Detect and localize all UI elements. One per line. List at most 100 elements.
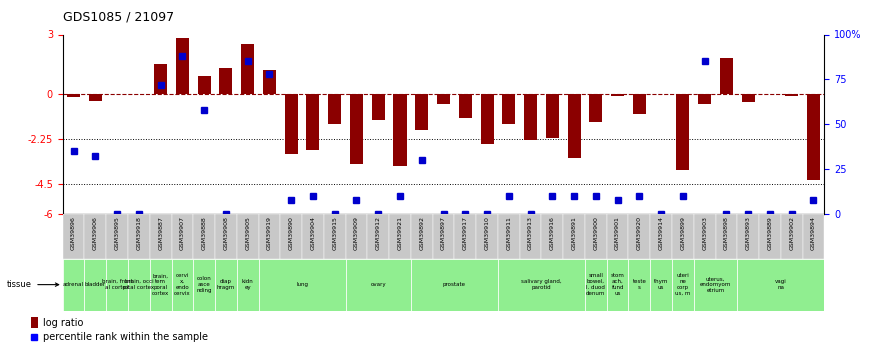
Text: GSM39907: GSM39907 [180, 216, 185, 250]
Bar [411, 259, 498, 310]
Bar [367, 214, 389, 259]
Text: GSM39890: GSM39890 [289, 216, 294, 250]
Bar [220, 68, 232, 94]
Text: GSM39918: GSM39918 [136, 216, 142, 250]
Bar [585, 259, 607, 310]
Text: GSM39898: GSM39898 [724, 216, 729, 250]
Bar [84, 259, 107, 310]
Bar [237, 259, 259, 310]
Bar [546, 94, 559, 138]
Bar [498, 214, 520, 259]
Bar [803, 214, 824, 259]
Text: teste
s: teste s [633, 279, 646, 290]
Bar [607, 259, 628, 310]
Bar [194, 259, 215, 310]
Text: GSM39899: GSM39899 [680, 216, 685, 250]
Bar [171, 214, 194, 259]
Text: GSM39915: GSM39915 [332, 216, 337, 250]
Text: uterus,
endomyom
etrium: uterus, endomyom etrium [700, 276, 731, 293]
Bar [150, 259, 171, 310]
Text: GSM39888: GSM39888 [202, 216, 207, 250]
Bar [694, 214, 716, 259]
Bar [567, 94, 581, 158]
Bar [198, 76, 211, 94]
Text: GSM39920: GSM39920 [637, 216, 642, 250]
Bar [498, 259, 585, 310]
Bar [67, 94, 80, 97]
Bar [716, 214, 737, 259]
Text: bladder: bladder [85, 282, 106, 287]
Bar [372, 94, 384, 120]
Bar [107, 214, 128, 259]
Text: GSM39902: GSM39902 [789, 216, 794, 250]
Text: GSM39895: GSM39895 [115, 216, 120, 250]
Bar [650, 214, 672, 259]
Text: GSM39901: GSM39901 [615, 216, 620, 250]
Text: cervi
x,
endo
cervix: cervi x, endo cervix [174, 274, 191, 296]
Text: GSM39893: GSM39893 [745, 216, 751, 250]
Bar [237, 214, 259, 259]
Bar [215, 214, 237, 259]
Text: GSM39896: GSM39896 [71, 216, 76, 250]
Bar [263, 70, 276, 94]
Bar [323, 214, 346, 259]
Bar [350, 94, 363, 164]
Text: GSM39908: GSM39908 [223, 216, 228, 250]
Text: GSM39912: GSM39912 [375, 216, 381, 250]
Bar [194, 214, 215, 259]
Text: tissue: tissue [7, 280, 59, 289]
Bar [393, 94, 407, 166]
Text: small
bowel,
l. duod
denum: small bowel, l. duod denum [586, 274, 606, 296]
Bar [154, 65, 168, 94]
Text: adrenal: adrenal [63, 282, 84, 287]
Text: GSM39911: GSM39911 [506, 216, 512, 250]
Bar [411, 214, 433, 259]
Bar [780, 214, 803, 259]
Text: GSM39892: GSM39892 [419, 216, 425, 250]
Text: vagi
na: vagi na [775, 279, 787, 290]
Bar [176, 39, 189, 94]
Text: diap
hragm: diap hragm [217, 279, 235, 290]
Bar [259, 214, 280, 259]
Bar [107, 259, 128, 310]
Text: GSM39897: GSM39897 [441, 216, 446, 250]
Bar [128, 259, 150, 310]
Bar [215, 259, 237, 310]
Bar [454, 214, 476, 259]
Bar [672, 214, 694, 259]
Bar [480, 94, 494, 144]
Bar [633, 94, 646, 114]
Text: GSM39887: GSM39887 [158, 216, 163, 250]
Bar [759, 214, 780, 259]
Bar [63, 214, 84, 259]
Text: GSM39900: GSM39900 [593, 216, 599, 250]
Text: GSM39891: GSM39891 [572, 216, 577, 250]
Bar [306, 94, 320, 150]
Text: GSM39906: GSM39906 [93, 216, 98, 250]
Bar [541, 214, 564, 259]
Text: brain, front
al cortex: brain, front al cortex [101, 279, 133, 290]
Bar [415, 94, 428, 130]
Bar [737, 259, 824, 310]
Bar [285, 94, 297, 154]
Text: colon
asce
nding: colon asce nding [196, 276, 212, 293]
Bar [476, 214, 498, 259]
Text: GSM39921: GSM39921 [398, 216, 402, 250]
Text: GSM39894: GSM39894 [811, 216, 816, 250]
Bar [437, 94, 450, 104]
Bar [328, 94, 341, 124]
Bar [585, 214, 607, 259]
Bar [742, 94, 754, 102]
Bar [520, 214, 541, 259]
Bar [807, 94, 820, 180]
Bar [31, 317, 38, 328]
Bar [346, 214, 367, 259]
Bar [389, 214, 411, 259]
Bar [241, 45, 254, 94]
Text: GSM39914: GSM39914 [659, 216, 664, 250]
Text: brain,
tem
poral
cortex: brain, tem poral cortex [152, 274, 169, 296]
Bar [737, 214, 759, 259]
Text: GSM39905: GSM39905 [246, 216, 250, 250]
Text: thym
us: thym us [654, 279, 668, 290]
Text: salivary gland,
parotid: salivary gland, parotid [521, 279, 562, 290]
